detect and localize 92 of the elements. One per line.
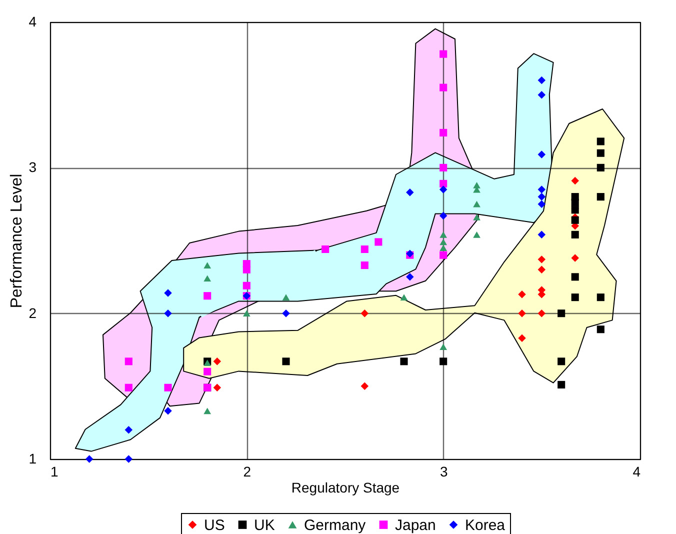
point [85,455,94,463]
point [400,294,408,300]
point [439,212,448,220]
point [473,214,480,220]
point [538,309,546,318]
point [204,292,212,300]
y-tick-label: 4 [28,14,37,30]
point [538,192,546,201]
legend-label: Germany [304,516,366,534]
point [406,188,414,196]
point [374,238,382,246]
point [204,408,212,414]
x-tick-label: 4 [632,464,641,480]
point [596,193,604,201]
point [360,245,368,254]
point [164,407,172,415]
point [124,358,132,366]
point [571,198,579,206]
point [440,84,448,92]
x-axis-title: Regulatory Stage [291,480,400,496]
point [538,200,546,208]
point [242,282,250,290]
point [164,289,172,297]
point [518,334,526,342]
point [596,149,604,157]
x-tick-label: 2 [243,464,252,480]
y-axis-title: Performance Level [8,174,26,308]
point [596,294,604,302]
point [571,254,579,262]
point [242,310,250,317]
point [558,380,566,388]
point [473,200,480,208]
point [538,230,546,239]
point [124,455,133,463]
point [518,290,526,298]
legend-label: US [204,516,225,534]
point [440,50,448,58]
point [213,358,222,366]
point [400,358,408,366]
point [538,76,546,84]
point [124,426,133,434]
point [282,309,290,318]
point [322,245,330,254]
point [440,128,448,136]
y-tick-label: 2 [28,304,37,321]
point [440,344,448,350]
y-tick-label: 1 [28,450,37,466]
point [538,266,546,274]
point [282,294,290,300]
point [164,309,172,318]
x-tick-label: 1 [50,464,58,480]
point [439,186,448,194]
point [440,358,448,366]
point [440,244,448,251]
point [360,261,368,270]
point [596,326,604,334]
point [538,150,546,158]
point [538,90,546,99]
point [204,262,212,268]
point [473,231,480,238]
point [538,256,546,264]
point [440,231,448,238]
point [571,273,579,281]
point [204,368,212,376]
x-tick-label: 3 [440,464,448,480]
point [596,164,604,172]
point [360,382,369,390]
point [204,275,212,282]
legend-label: Korea [465,516,506,534]
point [558,358,566,366]
y-tick-label: 3 [28,159,37,176]
point [213,384,222,392]
point [571,176,579,185]
point [558,310,566,318]
point [518,309,526,318]
point [164,384,172,392]
legend-label: Japan [395,516,436,534]
point [571,216,579,224]
point [440,251,448,259]
point [440,164,448,172]
point [571,230,579,238]
point [440,180,448,188]
point [282,358,290,366]
point [124,384,132,392]
legend-label: UK [254,516,275,534]
point [360,309,369,318]
point [242,266,250,274]
point [406,273,414,281]
point [440,238,448,246]
point [571,294,579,302]
point [538,186,546,194]
point [596,138,604,146]
